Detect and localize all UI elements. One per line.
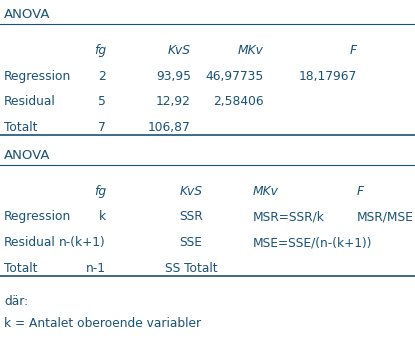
Text: n-(k+1): n-(k+1) xyxy=(59,236,106,249)
Text: Totalt: Totalt xyxy=(4,262,38,275)
Text: Regression: Regression xyxy=(4,211,71,223)
Text: SSR: SSR xyxy=(179,211,203,223)
Text: KvS: KvS xyxy=(168,44,191,57)
Text: SS Totalt: SS Totalt xyxy=(165,262,217,275)
Text: Residual: Residual xyxy=(4,236,56,249)
Text: MSR/MSE: MSR/MSE xyxy=(357,211,414,223)
Text: 2: 2 xyxy=(98,69,106,82)
Text: 18,17967: 18,17967 xyxy=(299,69,357,82)
Text: F: F xyxy=(350,44,357,57)
Text: MKv: MKv xyxy=(253,185,279,198)
Text: 7: 7 xyxy=(98,121,106,134)
Text: ANOVA: ANOVA xyxy=(4,8,51,21)
Text: 2,58406: 2,58406 xyxy=(213,95,264,108)
Text: 12,92: 12,92 xyxy=(156,95,191,108)
Text: där:: där: xyxy=(4,296,28,308)
Text: MSR=SSR/k: MSR=SSR/k xyxy=(253,211,325,223)
Text: KvS: KvS xyxy=(179,185,203,198)
Text: k = Antalet oberoende variabler: k = Antalet oberoende variabler xyxy=(4,317,201,331)
Text: 93,95: 93,95 xyxy=(156,69,191,82)
Text: fg: fg xyxy=(94,185,106,198)
Text: fg: fg xyxy=(94,44,106,57)
Text: F: F xyxy=(357,185,364,198)
Text: MSE=SSE/(n-(k+1)): MSE=SSE/(n-(k+1)) xyxy=(253,236,373,249)
Text: 106,87: 106,87 xyxy=(148,121,191,134)
Text: ANOVA: ANOVA xyxy=(4,149,51,162)
Text: n-1: n-1 xyxy=(86,262,106,275)
Text: k: k xyxy=(99,211,106,223)
Text: MKv: MKv xyxy=(238,44,264,57)
Text: 46,97735: 46,97735 xyxy=(205,69,264,82)
Text: SSE: SSE xyxy=(179,236,203,249)
Text: Residual: Residual xyxy=(4,95,56,108)
Text: Regression: Regression xyxy=(4,69,71,82)
Text: Totalt: Totalt xyxy=(4,121,38,134)
Text: 5: 5 xyxy=(98,95,106,108)
